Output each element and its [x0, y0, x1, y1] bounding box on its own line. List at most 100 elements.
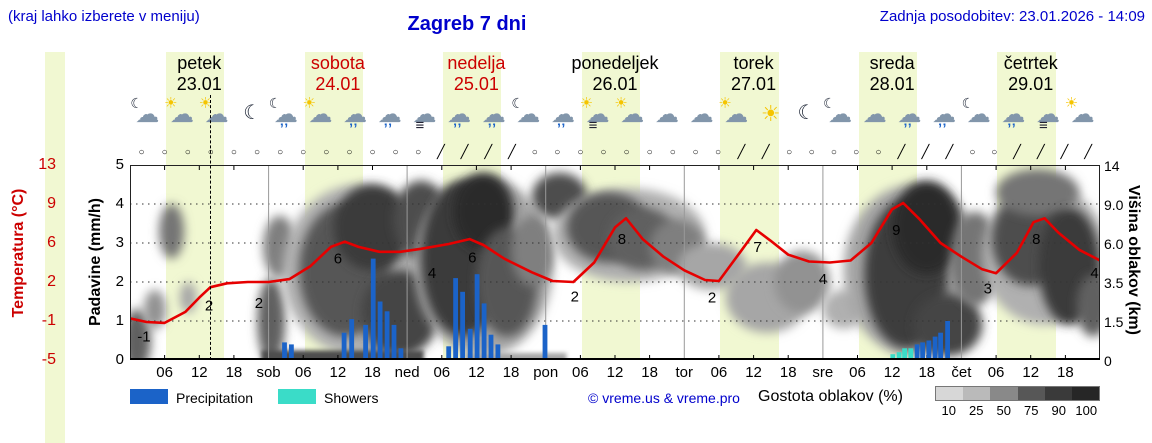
- weather-icons-row: ☁ ≡ ☁’’ ☁’’ ☾ ☁: [407, 96, 546, 136]
- x-tick-label: 06: [849, 364, 866, 381]
- cloud-density-step: [1017, 387, 1045, 400]
- wind-calm-icon: ○: [969, 146, 976, 158]
- wind-calm-icon: ○: [646, 146, 653, 158]
- x-tick-label: 18: [225, 364, 243, 381]
- weather-icons-row: ☾ ☁ ☀ ☁ ☀ ☁ ☾: [130, 96, 269, 135]
- fog-icon: ≡: [415, 117, 425, 134]
- weather-icons-row: ☾ ☁ ☁ ☁’’ ☁’’: [823, 96, 962, 136]
- wind-barb-icon: ╱: [1036, 144, 1045, 159]
- raindrops-icon: ’’: [938, 120, 948, 136]
- weather-icons-row: ☁ ☀ ☁ ☀ ☾: [684, 96, 823, 135]
- weather-icon-rain: ☁’’: [929, 99, 959, 136]
- weather-icon-sun-cloud: ☀ ☁: [164, 96, 197, 133]
- svg-text:4: 4: [819, 271, 827, 288]
- wind-barb-icon: ╱: [1013, 144, 1021, 159]
- wind-calm-icon: ○: [230, 146, 237, 158]
- x-tick-label: 06: [156, 364, 173, 381]
- x-tick-label: 12: [606, 364, 624, 381]
- weather-icon-sun-cloud: ☀ ☁: [199, 96, 232, 133]
- wind-calm-icon: ○: [669, 146, 676, 158]
- weather-icon-rain: ☁’’: [998, 99, 1028, 136]
- temperature-tick: -1: [41, 312, 56, 329]
- wind-calm-icon: ○: [184, 146, 191, 158]
- svg-text:6: 6: [334, 251, 342, 268]
- svg-text:2: 2: [708, 290, 716, 307]
- weather-icon-moon-cloud: ☾ ☁: [511, 96, 543, 133]
- wind-calm-icon: ○: [300, 146, 307, 158]
- wind-calm-icon: ○: [853, 146, 860, 158]
- cloud-icon: ☁: [343, 101, 368, 128]
- cloud-density-step-label: 75: [1024, 403, 1039, 418]
- cloud-density-step: [1044, 387, 1072, 400]
- day-header: sobota 24.01: [269, 53, 408, 95]
- x-tick-label: 12: [190, 364, 208, 381]
- day-header: sreda 28.01: [823, 53, 962, 95]
- weather-icon-moon: ☾: [791, 99, 821, 133]
- temperature-tick: -5: [41, 351, 56, 368]
- raindrops-icon: ’’: [453, 120, 463, 136]
- moon-icon: ☾: [961, 95, 975, 111]
- svg-text:3: 3: [984, 281, 992, 298]
- raindrops-icon: ’’: [487, 120, 497, 136]
- svg-text:6: 6: [468, 250, 476, 267]
- cloud-icon: ☁: [516, 101, 541, 128]
- cloud-icon: ☁: [135, 101, 160, 128]
- wind-calm-icon: ○: [715, 146, 722, 158]
- weather-icon-rain: ☁’’: [548, 99, 578, 136]
- day-date: 27.01: [731, 74, 777, 94]
- copyright-link[interactable]: © vreme.us & vreme.pro: [588, 390, 740, 406]
- day-name: petek: [177, 53, 222, 73]
- wind-symbols-row: ○ ○ ╱ ╱ ╱ ╱: [961, 143, 1100, 161]
- svg-text:9: 9: [892, 222, 900, 239]
- cloud-height-tick: 1.5: [1104, 314, 1124, 330]
- raindrops-icon: ’’: [349, 120, 359, 136]
- raindrops-icon: ’’: [383, 120, 394, 136]
- wind-calm-icon: ○: [323, 146, 330, 158]
- day-name: četrtek: [1003, 53, 1058, 73]
- x-tick-label: 18: [641, 364, 658, 381]
- precipitation-tick: 4: [115, 195, 124, 212]
- precipitation-bars: [282, 258, 950, 360]
- cloud-density-step-label: 10: [941, 403, 956, 418]
- x-day-break-label: tor: [675, 364, 694, 381]
- day-date: 28.01: [869, 74, 915, 94]
- cloud-height-tick: 9.0: [1104, 197, 1124, 213]
- day-date: 24.01: [315, 74, 361, 94]
- svg-text:4: 4: [1090, 265, 1098, 282]
- temperature-tick: 9: [47, 195, 56, 212]
- wind-calm-icon: ○: [554, 146, 561, 158]
- wind-barb-icon: ╱: [1060, 144, 1069, 159]
- weather-icon-fog: ☁ ≡: [409, 99, 439, 134]
- day-date: 26.01: [592, 74, 638, 94]
- x-tick-label: 12: [745, 364, 762, 381]
- svg-text:2: 2: [205, 297, 213, 314]
- x-day-break-label: pon: [533, 364, 559, 381]
- wind-symbols-row: ○ ○ ○ ╱ ╱ ╱: [823, 143, 962, 161]
- day-name: nedelja: [447, 53, 506, 73]
- cloud-icon: ☁: [966, 101, 991, 128]
- wind-barb-icon: ╱: [460, 144, 469, 159]
- cloud-density-gradient: [935, 386, 1100, 401]
- wind-calm-icon: ○: [623, 146, 630, 158]
- day-header: četrtek 29.01: [961, 53, 1100, 95]
- x-day-break-label: čet: [951, 364, 972, 381]
- x-day-break-label: sre: [812, 364, 834, 381]
- cloud-icon: ☁: [724, 101, 749, 128]
- weather-icon-moon: ☾: [236, 99, 266, 133]
- x-tick-label: 06: [710, 364, 728, 381]
- weather-icons-row: ☾ ☁ ☁’’ ☁ ≡ ☀ ☁: [961, 95, 1100, 136]
- cloud-height-tick: 6.0: [1104, 236, 1124, 252]
- precipitation-tick: 2: [115, 273, 124, 290]
- sun-icon: ☀: [579, 95, 594, 112]
- day-header: petek 23.01: [130, 53, 269, 95]
- svg-text:8: 8: [1032, 231, 1040, 248]
- wind-symbols-row: ○ ○ ○ ○ ○ ○: [269, 143, 408, 161]
- sun-icon: ☀: [760, 101, 781, 126]
- sun-icon: ☀: [1064, 95, 1079, 112]
- cloud-height-tick: 3.5: [1104, 275, 1124, 291]
- last-update: Zadnja posodobitev: 23.01.2026 - 14:09: [879, 8, 1145, 25]
- fog-icon: ≡: [1039, 117, 1048, 134]
- wind-calm-icon: ○: [830, 146, 837, 158]
- cloud-icon: ☁: [412, 101, 437, 128]
- wind-calm-icon: ○: [415, 146, 422, 158]
